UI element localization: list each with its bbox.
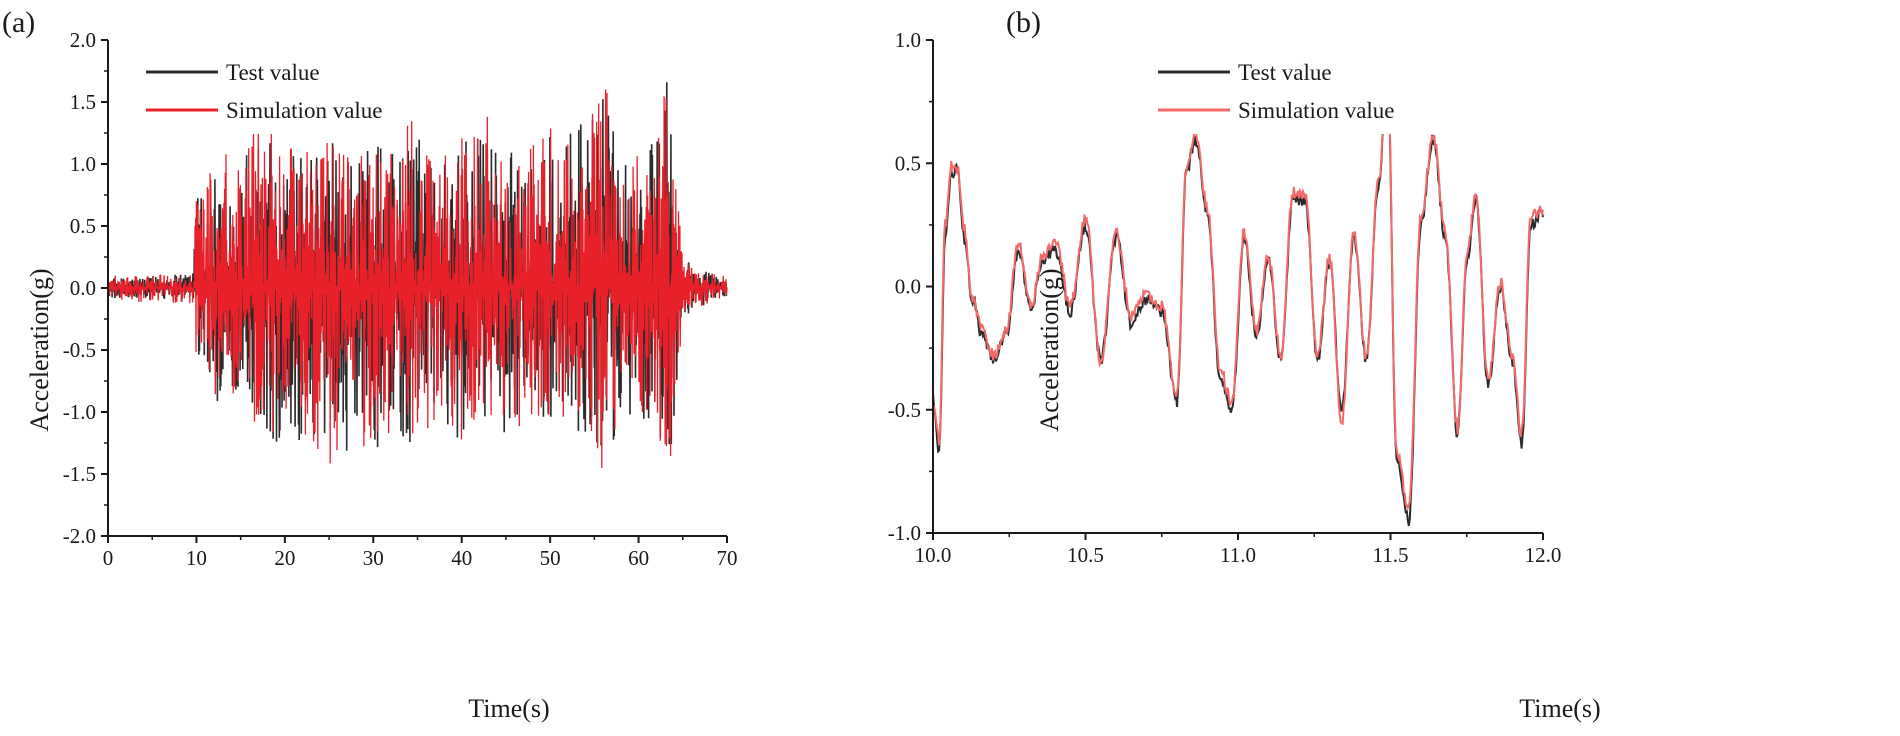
series-simulation-value-line: [107, 89, 728, 468]
panel-a-x-tick-label: 60: [628, 546, 649, 570]
panel-a-y-tick-label: -0.5: [63, 338, 96, 362]
panel-a-y-tick-label: 1.0: [70, 152, 96, 176]
panel-a-x-tick-label: 70: [717, 546, 738, 570]
legend-background: [138, 38, 398, 134]
panel-b-y-tick-label: -1.0: [888, 521, 921, 545]
panel-b-chart: (b) 10.0 10.5 11.0 11.5 12.0 1.0 0.5 0.0 -0.5 -1.…: [888, 6, 1601, 723]
panel-a-y-tick-label: -1.5: [63, 462, 96, 486]
panel-a-label: (a): [2, 6, 35, 39]
panel-b-x-tick-label: 11.5: [1373, 543, 1409, 567]
panel-b-y-tick-label: -0.5: [888, 398, 921, 422]
panel-a-x-tick-label: 10: [186, 546, 207, 570]
panel-a-x-tick-label: 50: [540, 546, 561, 570]
legend-label-simulation: Simulation value: [226, 98, 383, 123]
panel-b-axes: 10.0 10.5 11.0 11.5 12.0 1.0 0.5 0.0 -0.5 -1.0: [888, 28, 1562, 567]
panel-a-axes: 0 10 20 30 40 50 60 70 2.0 1.5 1.0 0.5 0.0 -0.5 -1.0 -1…: [63, 28, 738, 570]
panel-a-series-group: [107, 82, 728, 468]
panel-a-y-tick-label: 2.0: [70, 28, 96, 52]
panel-b-series-group: [932, 64, 1544, 527]
panel-a-chart: (a) 0 10 20 30 40 50 60 70 2.0 1.5 1.0 0.5 0.0 -0.5 -1…: [2, 6, 738, 723]
panel-b-y-tick-label: 1.0: [895, 28, 921, 52]
legend-label-simulation: Simulation value: [1238, 98, 1395, 123]
panel-a-y-axis-title: Acceleration(g): [25, 268, 54, 431]
panel-a-x-tick-label: 40: [451, 546, 472, 570]
panel-b-label: (b): [1006, 6, 1041, 39]
panel-a-y-tick-label: -1.0: [63, 400, 96, 424]
panel-b-x-tick-label: 12.0: [1525, 543, 1562, 567]
panel-a-y-tick-label: 0.5: [70, 214, 96, 238]
legend-background: [1150, 38, 1450, 134]
panel-b-y-axis-title: Acceleration(g): [1035, 268, 1064, 431]
legend-label-test: Test value: [226, 60, 320, 85]
panel-b-x-axis-title: Time(s): [1519, 694, 1600, 723]
panel-a-y-tick-label: -2.0: [63, 524, 96, 548]
panel-a-y-tick-label: 1.5: [70, 90, 96, 114]
panel-a-x-tick-label: 20: [274, 546, 295, 570]
panel-b-legend: Test value Simulation value: [1150, 38, 1450, 134]
panel-b-y-tick-label: 0.5: [895, 151, 921, 175]
panel-b-x-tick-label: 10.5: [1067, 543, 1104, 567]
series-simulation-value-line: [932, 64, 1544, 511]
panel-a-y-tick-label: 0.0: [70, 276, 96, 300]
panel-a-x-tick-label: 0: [103, 546, 114, 570]
panel-b-x-tick-label: 10.0: [915, 543, 952, 567]
panel-b-x-tick-label: 11.0: [1220, 543, 1256, 567]
legend-label-test: Test value: [1238, 60, 1332, 85]
panel-b-y-tick-label: 0.0: [895, 275, 921, 299]
panel-a-x-tick-label: 30: [363, 546, 384, 570]
panel-a-legend: Test value Simulation value: [138, 38, 398, 134]
panel-a-x-axis-title: Time(s): [468, 694, 549, 723]
